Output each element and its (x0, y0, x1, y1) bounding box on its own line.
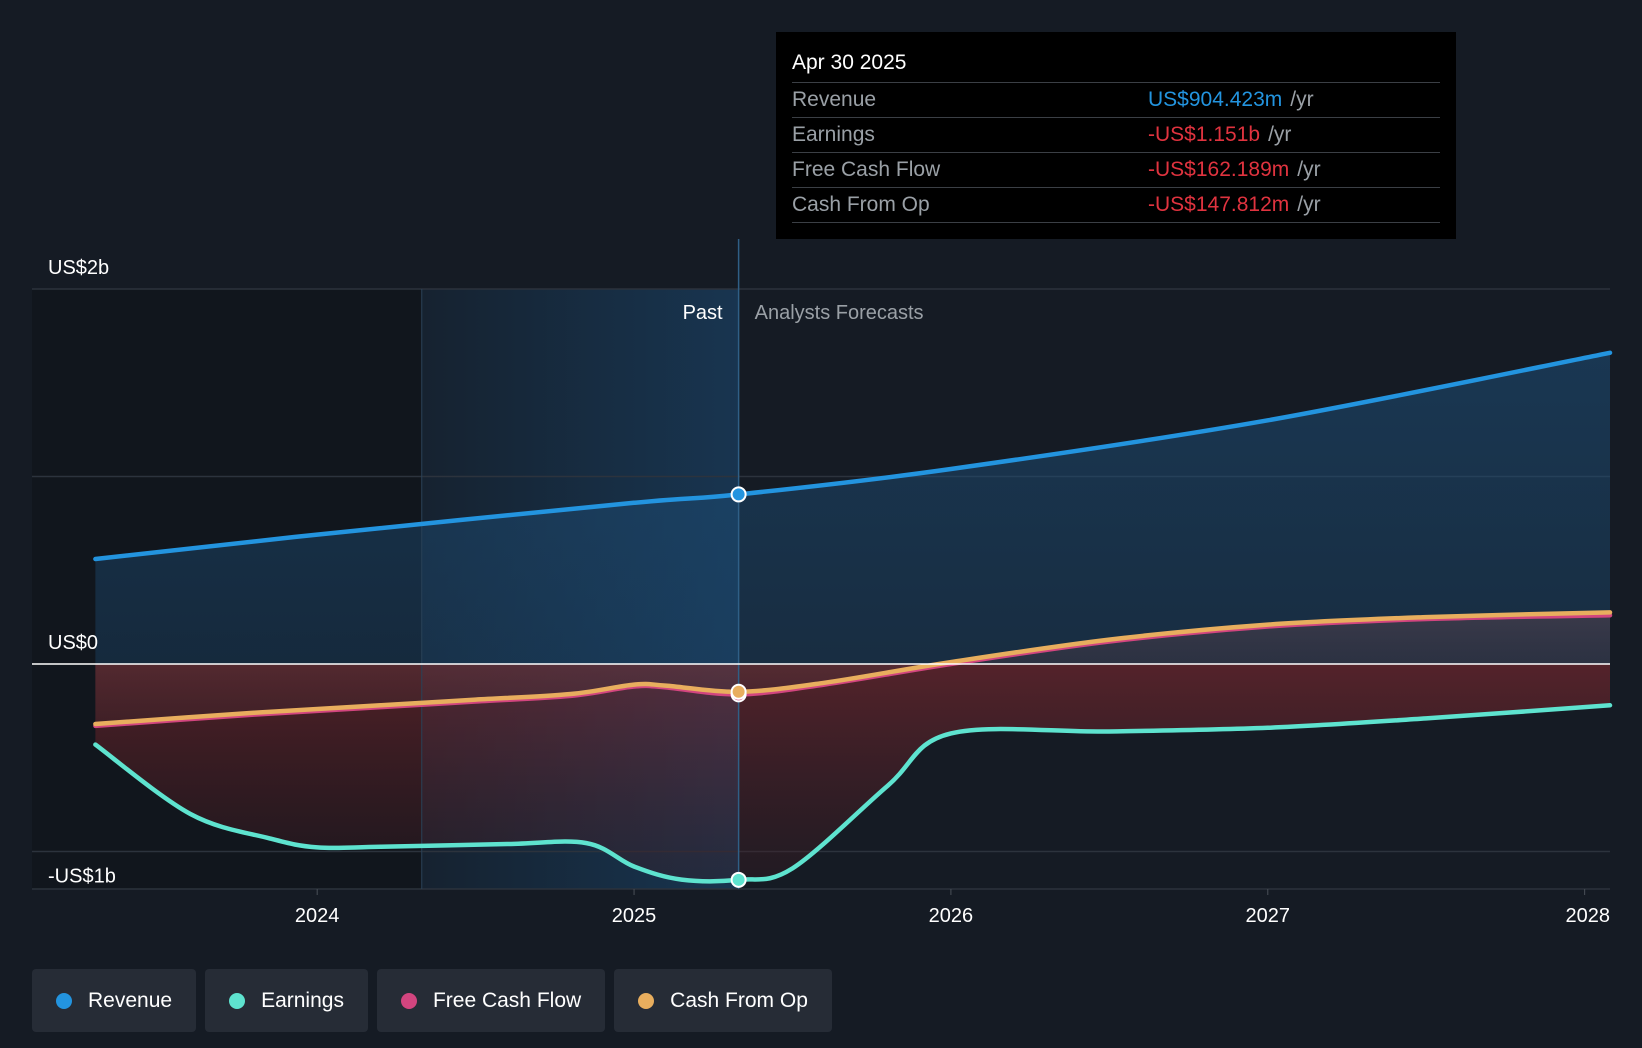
legend-item-free-cash-flow[interactable]: Free Cash Flow (376, 969, 606, 1032)
x-tick-label: 2026 (929, 905, 974, 927)
tooltip-date: Apr 30 2025 (792, 48, 1440, 83)
legend-dot-icon (400, 992, 417, 1009)
x-tick-label: 2025 (612, 905, 657, 927)
tooltip-unit: /yr (1297, 158, 1321, 181)
legend-dot-icon (638, 992, 655, 1009)
tooltip-value: US$904.423m (1148, 88, 1283, 111)
legend-item-cash-from-op[interactable]: Cash From Op (614, 969, 832, 1032)
legend: Revenue Earnings Free Cash Flow Cash From O… (32, 969, 832, 1032)
tooltip-row: Earnings -US$1.151b/yr (792, 118, 1440, 153)
y-tick-label: US$2b (48, 257, 109, 279)
revenue-point[interactable] (730, 486, 747, 503)
legend-dot-icon (56, 992, 72, 1009)
legend-label: Revenue (88, 988, 173, 1012)
x-tick-label: 2027 (1246, 905, 1291, 927)
tooltip-value: -US$162.189m (1148, 158, 1290, 181)
y-tick-label: -US$1b (48, 866, 116, 888)
tooltip: Apr 30 2025 Revenue US$904.423m/yr Earning… (776, 32, 1456, 239)
legend-label: Free Cash Flow (432, 988, 582, 1012)
legend-label: Earnings (261, 988, 344, 1012)
tooltip-row: Free Cash Flow -US$162.189m/yr (792, 153, 1440, 188)
legend-item-earnings[interactable]: Earnings (205, 969, 368, 1032)
legend-item-revenue[interactable]: Revenue (32, 969, 197, 1032)
revenue-area (95, 352, 1610, 664)
earnings-point[interactable] (730, 871, 747, 888)
revenue-line (93, 350, 1613, 562)
legend-label: Cash From Op (670, 988, 808, 1012)
tooltip-unit: /yr (1297, 193, 1321, 216)
tooltip-row: Cash From Op -US$147.812m/yr (792, 188, 1440, 223)
tooltip-unit: /yr (1268, 123, 1292, 146)
tooltip-unit: /yr (1290, 88, 1314, 111)
tooltip-value: -US$147.812m (1148, 193, 1290, 216)
tooltip-label: Free Cash Flow (792, 158, 941, 181)
forecast-label: Analysts Forecasts (755, 302, 924, 324)
legend-dot-icon (229, 992, 246, 1009)
cash-flow-area (95, 612, 1610, 724)
y-tick-label: US$0 (48, 632, 98, 654)
earnings-area (95, 664, 1610, 882)
x-tick-label: 2024 (295, 905, 340, 927)
x-tick-label: 2028 (1566, 905, 1611, 927)
tooltip-row: Revenue US$904.423m/yr (792, 83, 1440, 118)
tooltip-label: Cash From Op (792, 193, 930, 216)
tooltip-label: Revenue (792, 88, 877, 111)
cash-from-op-point[interactable] (730, 683, 747, 700)
past-label: Past (683, 302, 723, 324)
tooltip-label: Earnings (792, 123, 875, 146)
tooltip-value: -US$1.151b (1148, 123, 1261, 146)
